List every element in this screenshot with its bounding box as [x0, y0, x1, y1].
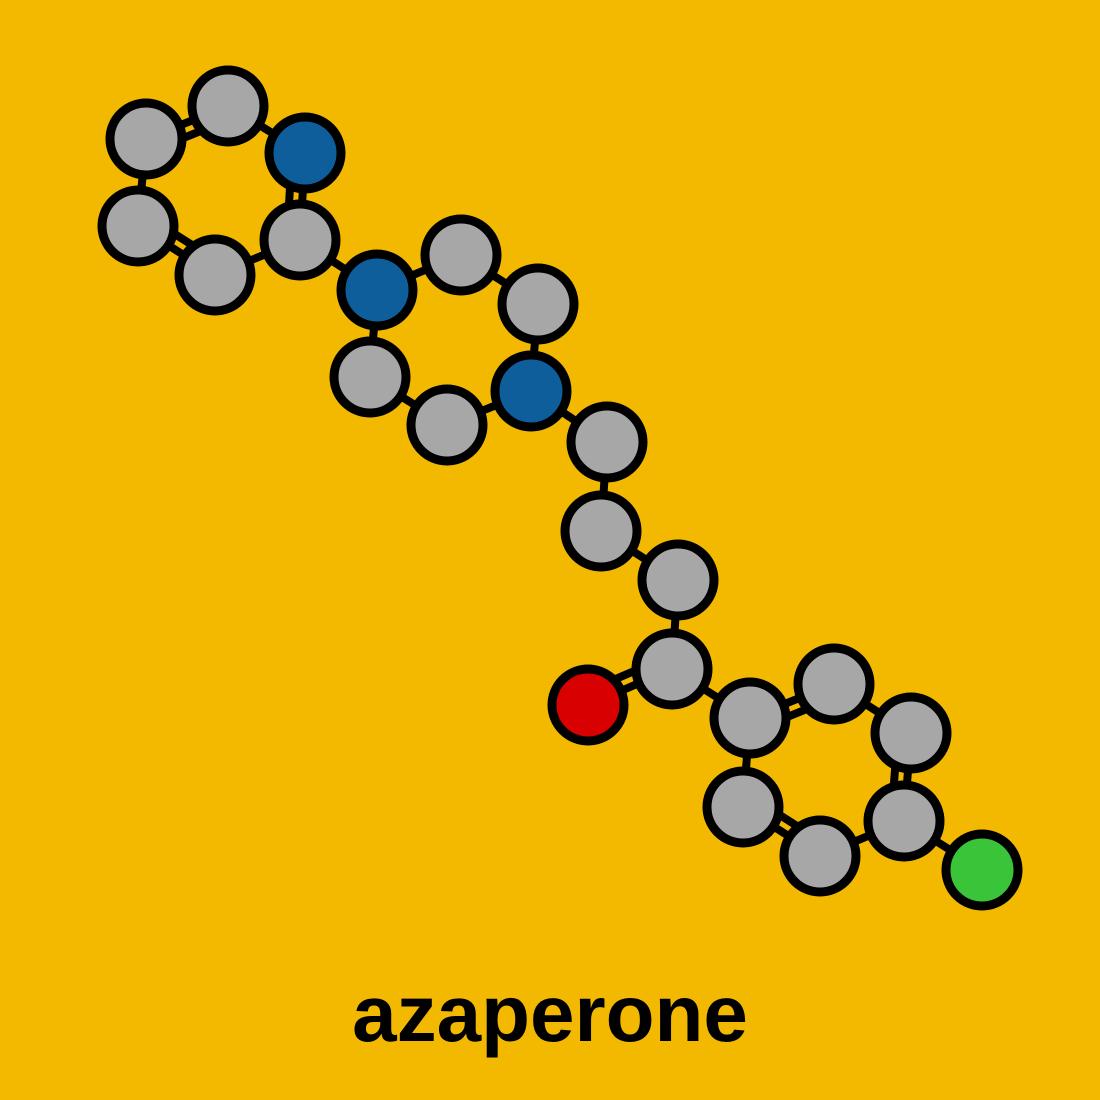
- atom-C: [425, 219, 497, 291]
- atom-N: [341, 254, 413, 326]
- atom-F: [946, 834, 1018, 906]
- atom-C: [102, 190, 174, 262]
- atom-C: [110, 103, 182, 175]
- atom-C: [264, 204, 336, 276]
- atom-C: [642, 544, 714, 616]
- atom-C: [334, 341, 406, 413]
- atom-C: [565, 495, 637, 567]
- atom-C: [868, 785, 940, 857]
- atom-N: [495, 355, 567, 427]
- atoms-layer: [102, 70, 1018, 906]
- atom-C: [411, 389, 483, 461]
- atom-N: [269, 117, 341, 189]
- atom-C: [179, 239, 251, 311]
- atom-C: [714, 682, 786, 754]
- atom-C: [192, 70, 264, 142]
- atom-C: [784, 820, 856, 892]
- molecule-name: azaperone: [0, 968, 1100, 1060]
- atom-C: [571, 406, 643, 478]
- atom-C: [798, 648, 870, 720]
- atom-C: [636, 633, 708, 705]
- atom-C: [502, 268, 574, 340]
- molecule-diagram: [0, 0, 1100, 1100]
- atom-O: [552, 669, 624, 741]
- atom-C: [875, 697, 947, 769]
- atom-C: [707, 771, 779, 843]
